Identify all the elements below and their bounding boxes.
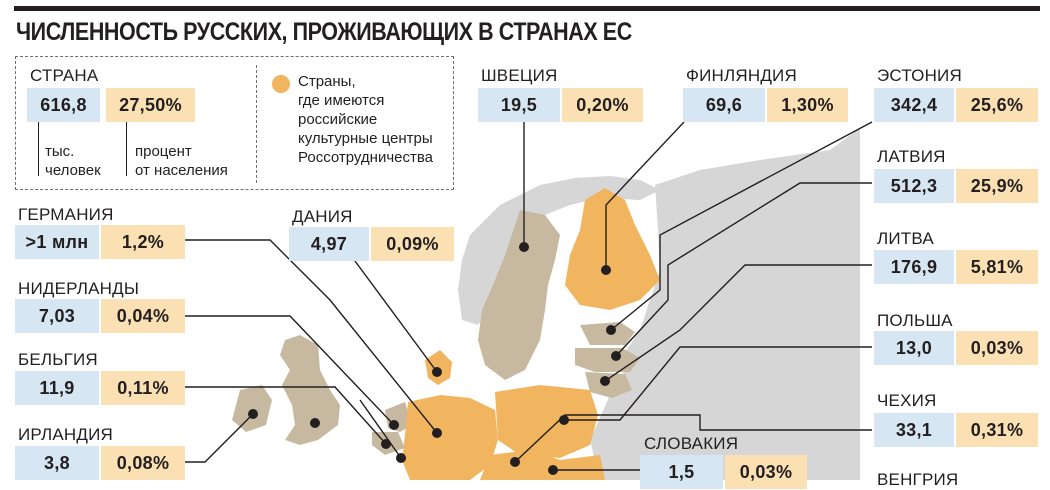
map-land-uk (280, 335, 340, 445)
value-latvia: 512,3 (874, 169, 954, 203)
legend-value-caption: тыс. человек (45, 143, 101, 179)
leader-ireland (185, 413, 254, 463)
legend-value-pointer (38, 122, 39, 176)
percent-denmark: 0,09% (371, 227, 454, 261)
value-denmark: 4,97 (289, 227, 369, 261)
leader-netherlands (185, 315, 395, 426)
label-netherlands: НИДЕРЛАНДЫ (18, 279, 140, 298)
map-land-sweden (478, 210, 560, 380)
value-sweden: 19,5 (478, 88, 560, 122)
leader-czechia (514, 414, 872, 463)
value-lithuania: 176,9 (874, 250, 954, 284)
label-lithuania: ЛИТВА (877, 229, 934, 248)
value-estonia: 342,4 (874, 88, 954, 122)
value-finland: 69,6 (683, 88, 765, 122)
leader-belgium (185, 386, 387, 445)
legend-marker-caption: Страны, где имеются российские культурны… (298, 73, 433, 166)
percent-poland: 0,03% (956, 331, 1038, 365)
percent-czechia: 0,31% (956, 413, 1038, 447)
leader-poland (564, 346, 872, 421)
leader-germany (185, 239, 438, 434)
label-ireland: ИРЛАНДИЯ (18, 425, 113, 444)
map-land-lithuania (585, 372, 632, 398)
legend-country-header: СТРАНА (30, 66, 99, 85)
label-denmark: ДАНИЯ (292, 207, 353, 226)
value-netherlands: 7,03 (15, 299, 99, 333)
leader-denmark (354, 260, 438, 373)
percent-latvia: 25,9% (956, 169, 1038, 203)
leader-extra (359, 399, 402, 459)
percent-germany: 1,2% (101, 225, 185, 259)
label-germany: ГЕРМАНИЯ (18, 205, 114, 224)
map-land-ireland (232, 385, 272, 432)
percent-netherlands: 0,04% (101, 299, 185, 333)
label-estonia: ЭСТОНИЯ (877, 66, 962, 85)
label-hungary: ВЕНГРИЯ (877, 470, 959, 489)
value-czechia: 33,1 (874, 413, 954, 447)
percent-finland: 1,30% (767, 88, 848, 122)
value-germany: >1 млн (15, 225, 99, 259)
europe-map (185, 121, 873, 480)
label-latvia: ЛАТВИЯ (877, 147, 946, 166)
map-land-poland (495, 385, 598, 458)
leader-latvia (615, 182, 872, 357)
map-land-czech-slovakia (480, 450, 605, 480)
percent-lithuania: 5,81% (956, 250, 1038, 284)
map-land-norway (458, 176, 660, 325)
legend-percent-pointer (126, 122, 127, 176)
label-poland: ПОЛЬША (877, 311, 953, 330)
map-land-latvia (575, 348, 640, 372)
value-slovakia: 1,5 (640, 455, 723, 489)
label-finland: ФИНЛЯНДИЯ (686, 66, 797, 85)
value-poland: 13,0 (874, 331, 954, 365)
legend-percent-caption: процент от населения (135, 143, 228, 179)
map-land-germany (402, 395, 498, 480)
percent-slovakia: 0,03% (725, 455, 807, 489)
leader-finland (605, 121, 685, 270)
page-title: ЧИСЛЕННОСТЬ РУССКИХ, ПРОЖИВАЮЩИХ В СТРАН… (16, 18, 632, 46)
legend-sample-value: 616,8 (27, 88, 100, 122)
leader-lithuania (604, 264, 872, 382)
percent-estonia: 25,6% (956, 88, 1038, 122)
label-belgium: БЕЛЬГИЯ (18, 350, 98, 369)
label-sweden: ШВЕЦИЯ (481, 66, 558, 85)
label-slovakia: СЛОВАКИЯ (644, 434, 739, 453)
map-land-finland (565, 188, 660, 310)
value-ireland: 3,8 (15, 446, 99, 480)
leader-estonia (610, 121, 873, 331)
orange-dot-icon (272, 75, 290, 93)
percent-ireland: 0,08% (101, 446, 185, 480)
marker-uk (310, 418, 320, 428)
legend-box (15, 56, 454, 190)
percent-sweden: 0,20% (562, 88, 643, 122)
value-belgium: 11,9 (15, 371, 99, 405)
map-land-belarus-ukraine (590, 370, 780, 480)
legend-divider (256, 65, 257, 183)
label-czechia: ЧЕХИЯ (877, 391, 937, 410)
percent-belgium: 0,11% (101, 371, 185, 405)
top-rule (14, 6, 1040, 11)
legend-sample-percent: 27,50% (106, 88, 195, 122)
